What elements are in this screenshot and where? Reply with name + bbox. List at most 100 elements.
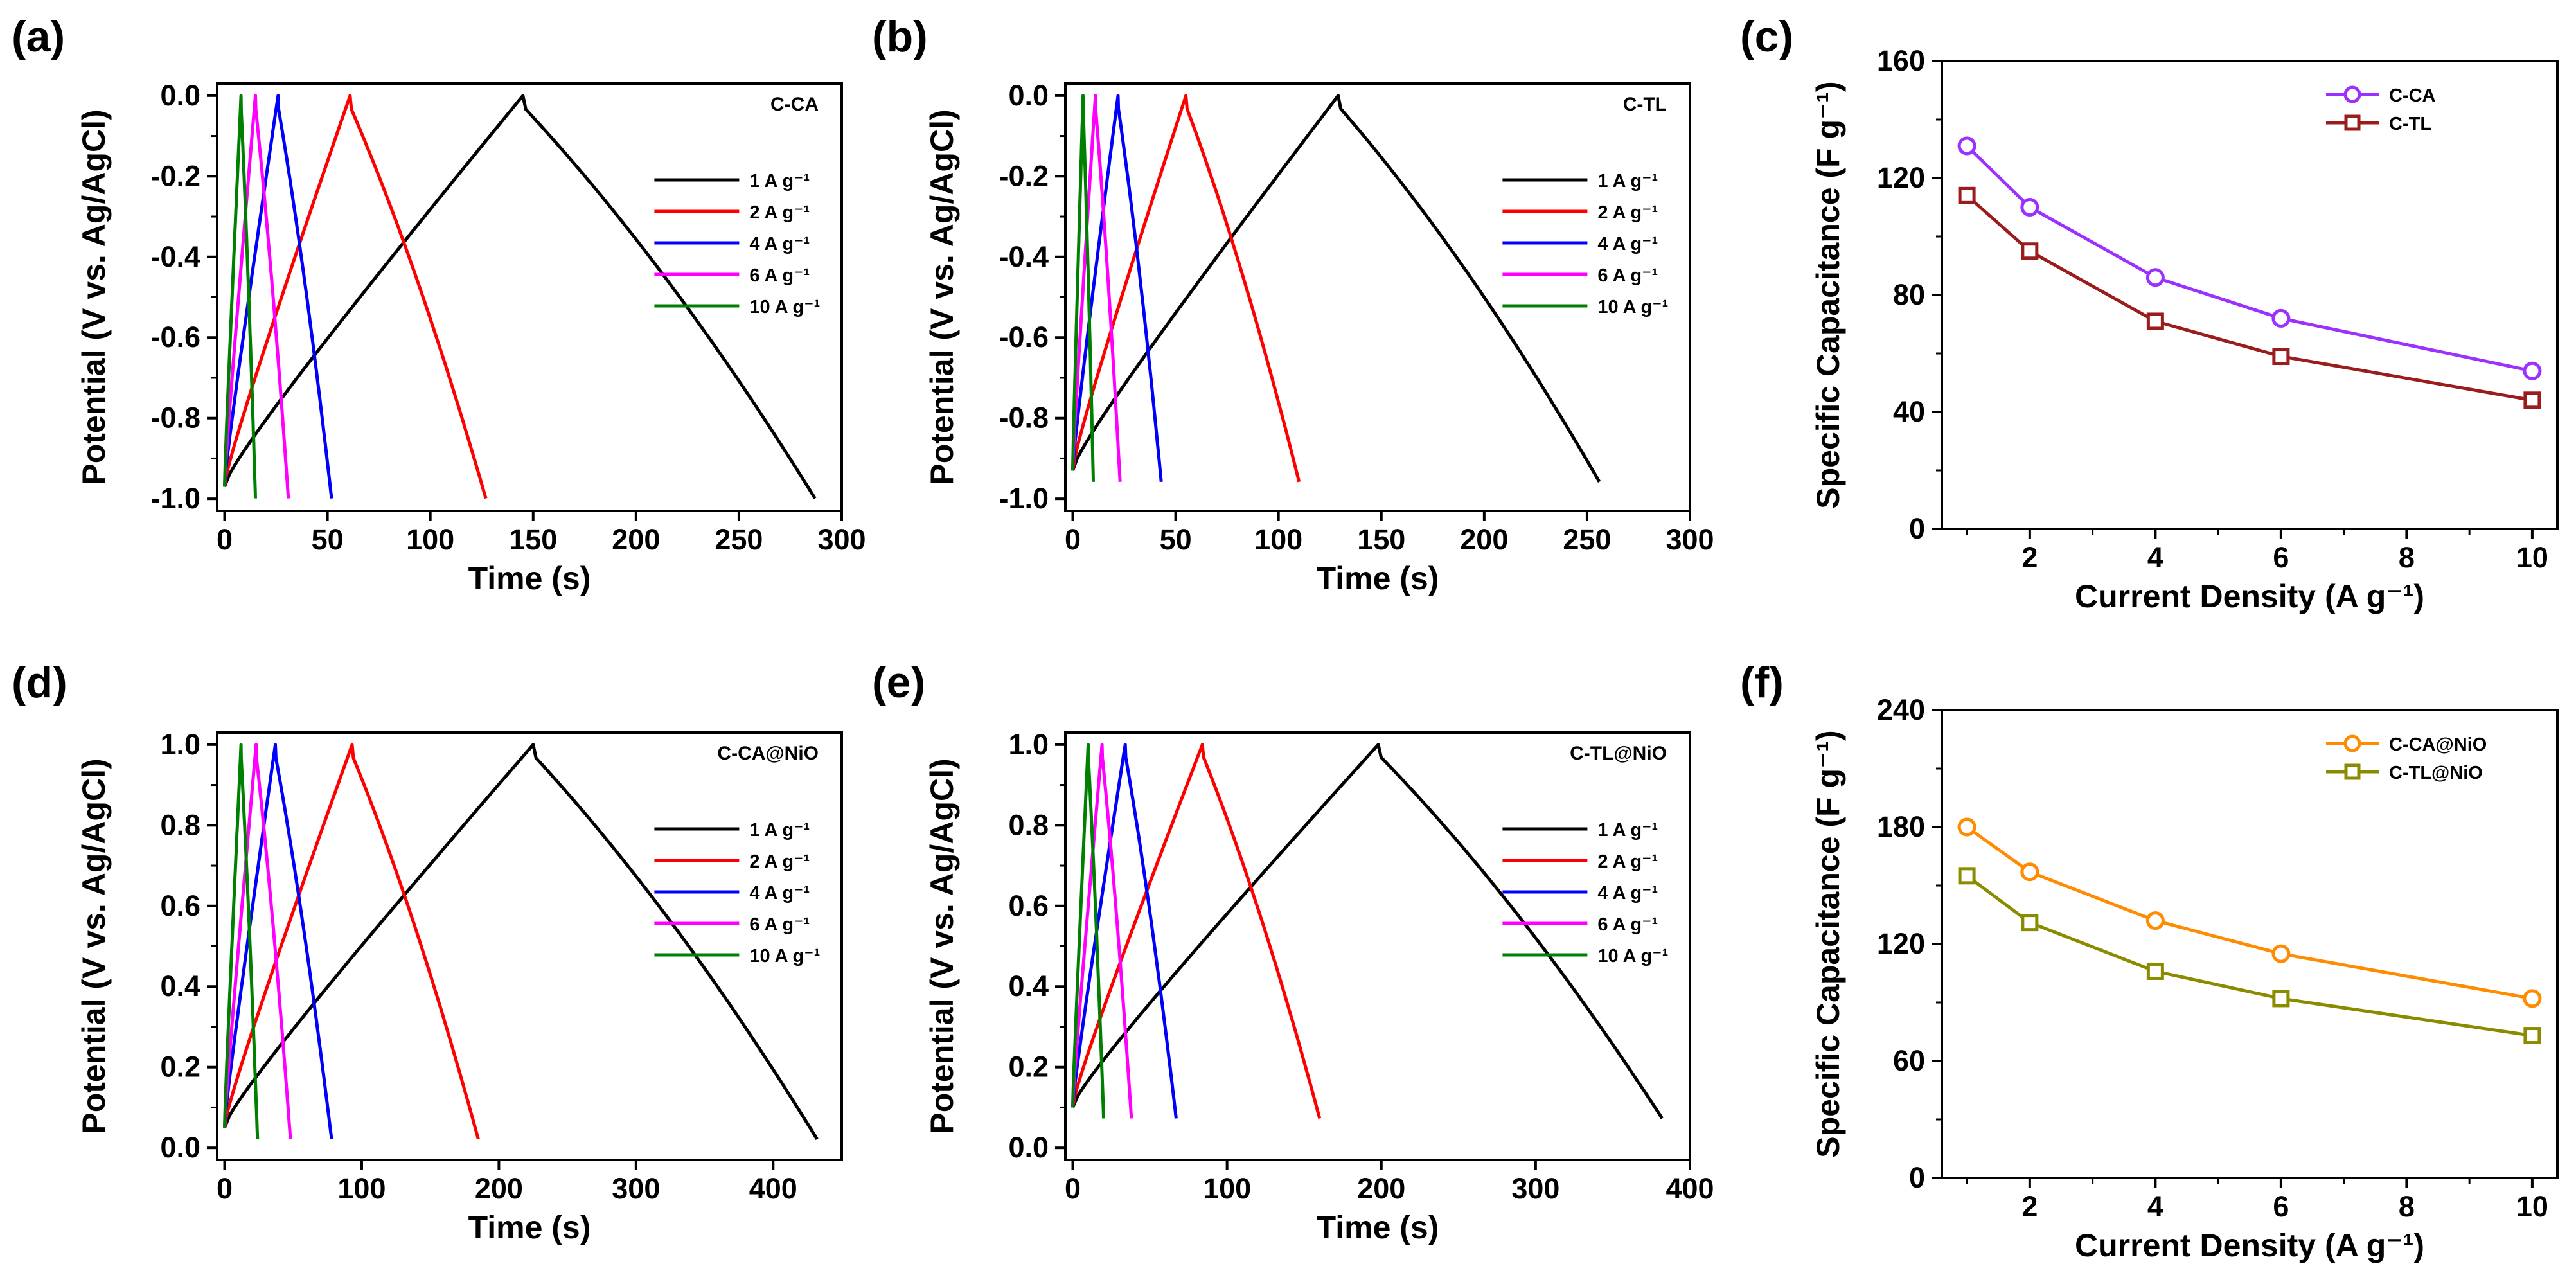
data-point (2145, 911, 2165, 930)
data-point (2020, 198, 2039, 217)
series-line-0 (1071, 743, 1664, 1119)
data-point (1957, 136, 1976, 156)
data-point (2020, 862, 2039, 882)
series-line-3 (223, 743, 292, 1139)
series-line-2 (223, 94, 333, 499)
legend-entry: 1 A g⁻¹ (749, 171, 810, 191)
x-axis-title: Time (s) (1317, 560, 1439, 596)
x-tick-label: 100 (1203, 1172, 1251, 1205)
legend-marker (2343, 734, 2361, 752)
x-tick-label: 200 (1357, 1172, 1405, 1205)
chart-d: 0 100 200 300 400 0.0 0.2 0.4 0.6 0.8 1.0 Time (s) P… (76, 728, 843, 1245)
x-tick-label: 8 (2399, 1190, 2415, 1223)
series-line-2 (1071, 743, 1178, 1119)
x-tick-label: 0 (1065, 523, 1081, 556)
legend-entry: 10 A g⁻¹ (749, 946, 820, 966)
sample-label: C-TL@NiO (1570, 743, 1667, 764)
series-line-2 (223, 743, 333, 1139)
series-line-1 (1071, 743, 1322, 1119)
data-point (2271, 308, 2291, 328)
data-point (2523, 391, 2541, 409)
x-tick-label: 250 (1563, 523, 1611, 556)
y-axis-title: Potential (V vs. Ag/AgCl) (76, 109, 112, 485)
y-tick-label: 120 (1877, 927, 1925, 960)
y-axis-title: Potential (V vs. Ag/AgCl) (924, 109, 960, 485)
x-axis-title: Time (s) (1317, 1209, 1439, 1245)
y-tick-label: 0.4 (1008, 970, 1049, 1002)
y-tick-label: -0.4 (150, 240, 200, 273)
data-point (2272, 348, 2290, 366)
chart-f: 2 4 6 8 10 0 60 120 180 240 Current Density (A g⁻¹… (1810, 693, 2559, 1263)
series-line-1 (1071, 94, 1301, 483)
x-tick-label: 400 (749, 1172, 797, 1205)
y-tick-label: 0.2 (160, 1051, 200, 1083)
series-line-3 (223, 94, 290, 499)
y-tick-label: 0 (1909, 1161, 1925, 1194)
y-axis-title: Potential (V vs. Ag/AgCl) (76, 758, 112, 1134)
y-tick-label: -0.8 (999, 402, 1049, 434)
series-line-1 (223, 94, 488, 499)
series-line-0 (1966, 145, 2533, 373)
series-line-0 (1071, 94, 1601, 483)
legend-entry: 4 A g⁻¹ (1597, 883, 1658, 904)
legend-entry: 10 A g⁻¹ (1597, 297, 1668, 317)
panel-label-c: (c) (1740, 12, 1793, 61)
data-point (2146, 312, 2164, 330)
y-tick-label: 1.0 (1008, 728, 1049, 761)
chart-c: 2 4 6 8 10 0 40 80 120 160 Current Density (A g⁻¹)… (1810, 44, 2559, 614)
data-point (2021, 242, 2039, 260)
y-axis-title: Potential (V vs. Ag/AgCl) (924, 758, 960, 1134)
x-tick-label: 10 (2516, 541, 2548, 574)
y-tick-label: 120 (1877, 161, 1925, 194)
y-tick-label: -0.8 (150, 402, 200, 434)
x-tick-label: 2 (2021, 1190, 2038, 1223)
y-tick-label: 160 (1877, 44, 1925, 77)
x-tick-label: 6 (2273, 541, 2289, 574)
series-line-0 (223, 94, 817, 499)
data-point (2271, 944, 2291, 963)
sample-label: C-CA@NiO (717, 743, 819, 764)
series-line-0 (223, 743, 819, 1141)
series-line-4 (1071, 94, 1095, 482)
y-tick-label: -0.4 (999, 240, 1049, 273)
legend-entry: 10 A g⁻¹ (749, 297, 820, 317)
y-tick-label: 60 (1893, 1044, 1925, 1077)
x-tick-label: 0 (1065, 1172, 1081, 1205)
legend-entry: 1 A g⁻¹ (749, 820, 810, 841)
legend-entry: 6 A g⁻¹ (749, 914, 810, 935)
legend-entry: 1 A g⁻¹ (1597, 171, 1658, 191)
series-line-4 (223, 94, 257, 499)
legend-entry: C-CA (2389, 85, 2436, 106)
panel-label-a: (a) (12, 12, 65, 61)
legend-marker (2344, 763, 2361, 780)
x-tick-label: 300 (1511, 1172, 1559, 1205)
x-axis-title: Current Density (A g⁻¹) (2075, 1227, 2424, 1263)
x-tick-label: 100 (1254, 523, 1302, 556)
legend-entry: 1 A g⁻¹ (1597, 820, 1658, 841)
y-tick-label: 0.2 (1008, 1051, 1049, 1083)
y-tick-label: 80 (1893, 278, 1925, 311)
x-tick-label: 250 (715, 523, 763, 556)
legend-entry: 6 A g⁻¹ (1597, 265, 1658, 286)
legend-entry: 4 A g⁻¹ (749, 234, 810, 254)
series-line-0 (1966, 825, 2533, 1001)
series-line-4 (1071, 743, 1105, 1119)
chart-panels: 0 50 100 150 200 250 300-1.0-0.8-0.6-0.4-0.20.… (76, 44, 2559, 1263)
x-axis-title: Time (s) (468, 560, 591, 596)
legend-marker (2344, 114, 2361, 131)
chart-b: 0 50 100 150 200 250 300 -1.0 -0.8 -0.6 -0.4 -0.2 0.… (924, 79, 1714, 596)
chart-a: 0 50 100 150 200 250 300 -1.0 -0.8 -0.6 -0.4 -0.2 0.… (76, 79, 866, 596)
y-tick-label: 0.4 (160, 970, 200, 1002)
data-point (2021, 914, 2039, 932)
legend-entry: C-TL@NiO (2389, 763, 2483, 783)
y-tick-label: 0.6 (1008, 889, 1049, 922)
y-tick-label: 0.0 (1008, 79, 1049, 112)
y-tick-label: 0.0 (160, 79, 200, 112)
x-tick-label: 4 (2147, 1190, 2163, 1223)
x-tick-label: 200 (475, 1172, 523, 1205)
x-tick-label: 150 (1357, 523, 1405, 556)
x-tick-label: 200 (612, 523, 660, 556)
data-point (2523, 989, 2542, 1008)
x-tick-label: 300 (1666, 523, 1714, 556)
